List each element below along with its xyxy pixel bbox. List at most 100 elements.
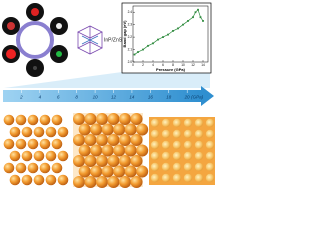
sphere bbox=[205, 129, 215, 139]
sphere bbox=[183, 129, 193, 139]
sphere bbox=[57, 150, 69, 162]
data-point bbox=[192, 16, 194, 19]
scale-unit: (GPa) bbox=[191, 95, 204, 100]
sphere bbox=[113, 165, 126, 178]
sphere bbox=[51, 162, 63, 174]
scale-label: 18 bbox=[166, 95, 172, 100]
sphere bbox=[150, 151, 160, 161]
sphere bbox=[57, 174, 69, 186]
data-point bbox=[194, 11, 197, 14]
scale-label: 10 bbox=[93, 95, 99, 100]
sphere bbox=[3, 162, 15, 174]
sphere bbox=[3, 114, 15, 126]
data-point bbox=[162, 36, 164, 39]
data-point bbox=[177, 27, 179, 30]
sphere bbox=[96, 155, 108, 167]
inset-frame bbox=[121, 2, 212, 74]
sphere bbox=[51, 138, 63, 150]
sphere bbox=[51, 114, 63, 126]
scale-label: 12 bbox=[111, 95, 117, 100]
x-tick-label: 12 bbox=[191, 63, 195, 67]
sphere bbox=[27, 162, 39, 174]
data-point bbox=[202, 20, 204, 22]
sphere bbox=[205, 140, 215, 150]
scale-label: 4 bbox=[39, 95, 42, 100]
scale-label: 20 bbox=[184, 95, 191, 100]
sample-ring bbox=[2, 3, 68, 77]
sphere bbox=[33, 150, 45, 162]
sphere bbox=[172, 140, 182, 150]
sphere bbox=[9, 126, 21, 138]
y-tick-label: 2.4 bbox=[128, 10, 133, 14]
structure-label: InP/ZnS bbox=[104, 37, 123, 43]
zoom-fan bbox=[4, 72, 210, 88]
sphere bbox=[161, 129, 171, 139]
data-point bbox=[167, 33, 169, 36]
sphere bbox=[27, 138, 39, 150]
y-tick-label: 2.2 bbox=[128, 35, 133, 39]
sphere bbox=[124, 144, 137, 157]
sphere bbox=[78, 165, 91, 178]
sphere bbox=[119, 134, 131, 146]
sphere bbox=[172, 129, 182, 139]
sphere bbox=[39, 138, 51, 150]
sphere bbox=[136, 165, 149, 178]
sphere bbox=[194, 140, 204, 150]
scale-label: 6 bbox=[57, 95, 60, 100]
x-tick-label: 14 bbox=[201, 63, 205, 67]
data-point bbox=[152, 42, 154, 45]
x-axis-label: Pressure (GPa) bbox=[156, 67, 186, 72]
scale-label: 16 bbox=[148, 95, 154, 100]
sphere bbox=[101, 165, 114, 178]
y-axis-label: Band gap (eV) bbox=[122, 20, 127, 48]
x-tick-label: 4 bbox=[152, 63, 154, 67]
sphere bbox=[27, 114, 39, 126]
sphere bbox=[150, 162, 160, 172]
scale-label: 8 bbox=[75, 95, 78, 100]
sphere bbox=[107, 155, 120, 167]
sphere bbox=[172, 173, 182, 183]
sphere bbox=[194, 129, 204, 139]
sphere bbox=[84, 176, 97, 188]
sphere bbox=[161, 151, 171, 161]
sphere bbox=[124, 123, 137, 136]
sphere bbox=[136, 144, 149, 157]
sphere bbox=[90, 165, 103, 178]
data-point bbox=[147, 44, 149, 47]
sphere bbox=[96, 176, 108, 188]
sphere bbox=[172, 151, 182, 161]
sphere bbox=[90, 123, 103, 136]
sphere bbox=[78, 144, 91, 157]
x-tick-label: 6 bbox=[162, 63, 164, 67]
panel-low bbox=[3, 113, 67, 187]
y-tick-label: 2.0 bbox=[128, 60, 133, 64]
sphere bbox=[15, 114, 27, 126]
sphere bbox=[136, 123, 149, 136]
sphere bbox=[194, 118, 204, 128]
sphere bbox=[130, 176, 143, 188]
sphere bbox=[45, 126, 57, 138]
sphere bbox=[161, 140, 171, 150]
sphere bbox=[39, 162, 51, 174]
data-point bbox=[187, 20, 189, 22]
sphere bbox=[172, 162, 182, 172]
sphere bbox=[205, 118, 215, 128]
sphere bbox=[183, 140, 193, 150]
sphere bbox=[101, 123, 114, 136]
arrow-head bbox=[201, 86, 214, 106]
sphere bbox=[150, 118, 160, 128]
sphere bbox=[161, 118, 171, 128]
sphere bbox=[9, 150, 21, 162]
sphere bbox=[107, 176, 120, 188]
sphere bbox=[130, 134, 143, 146]
sphere bbox=[57, 126, 69, 138]
data-point bbox=[172, 29, 174, 32]
graphical-abstract: InP/ZnS 2.0 2.1 2.2 2.3 2.4 0 2 4 6 8 10 12 14 Pressu… bbox=[2, 2, 215, 188]
sphere bbox=[107, 113, 120, 125]
sphere bbox=[161, 173, 171, 183]
sphere bbox=[119, 155, 131, 167]
sphere bbox=[119, 176, 131, 188]
sphere bbox=[124, 165, 137, 178]
sphere bbox=[194, 162, 204, 172]
sphere bbox=[150, 140, 160, 150]
